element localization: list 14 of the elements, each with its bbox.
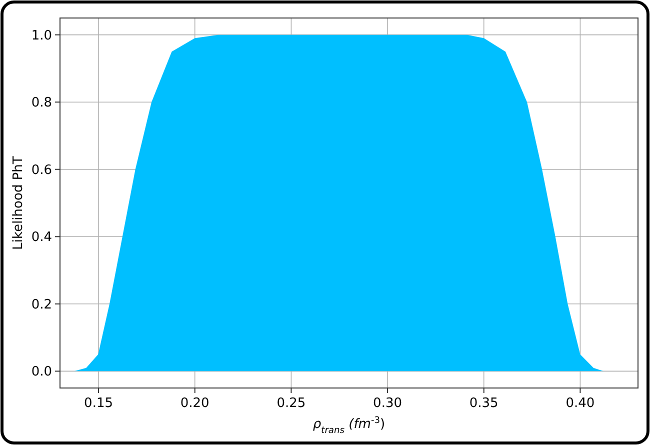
y-tick-label: 1.0 xyxy=(31,28,52,44)
x-tick-label: 0.20 xyxy=(180,396,210,411)
x-tick-label: 0.25 xyxy=(276,396,306,411)
y-tick-label: 0.4 xyxy=(31,230,52,246)
y-axis-title: Likelihood PhT xyxy=(11,156,26,250)
y-tick-label: 0.8 xyxy=(31,96,52,111)
x-tick-label: 0.15 xyxy=(84,396,114,411)
y-tick-label: 0.6 xyxy=(31,162,52,178)
x-tick-label: 0.30 xyxy=(373,396,402,411)
x-axis-title: ρ$_{trans}$ (fm$^{-3}$) xyxy=(312,416,386,436)
y-tick-label: 0.0 xyxy=(31,364,52,380)
y-tick-label: 0.2 xyxy=(31,297,52,312)
x-tick-label: 0.40 xyxy=(566,396,595,411)
x-tick-label: 0.35 xyxy=(469,396,498,411)
